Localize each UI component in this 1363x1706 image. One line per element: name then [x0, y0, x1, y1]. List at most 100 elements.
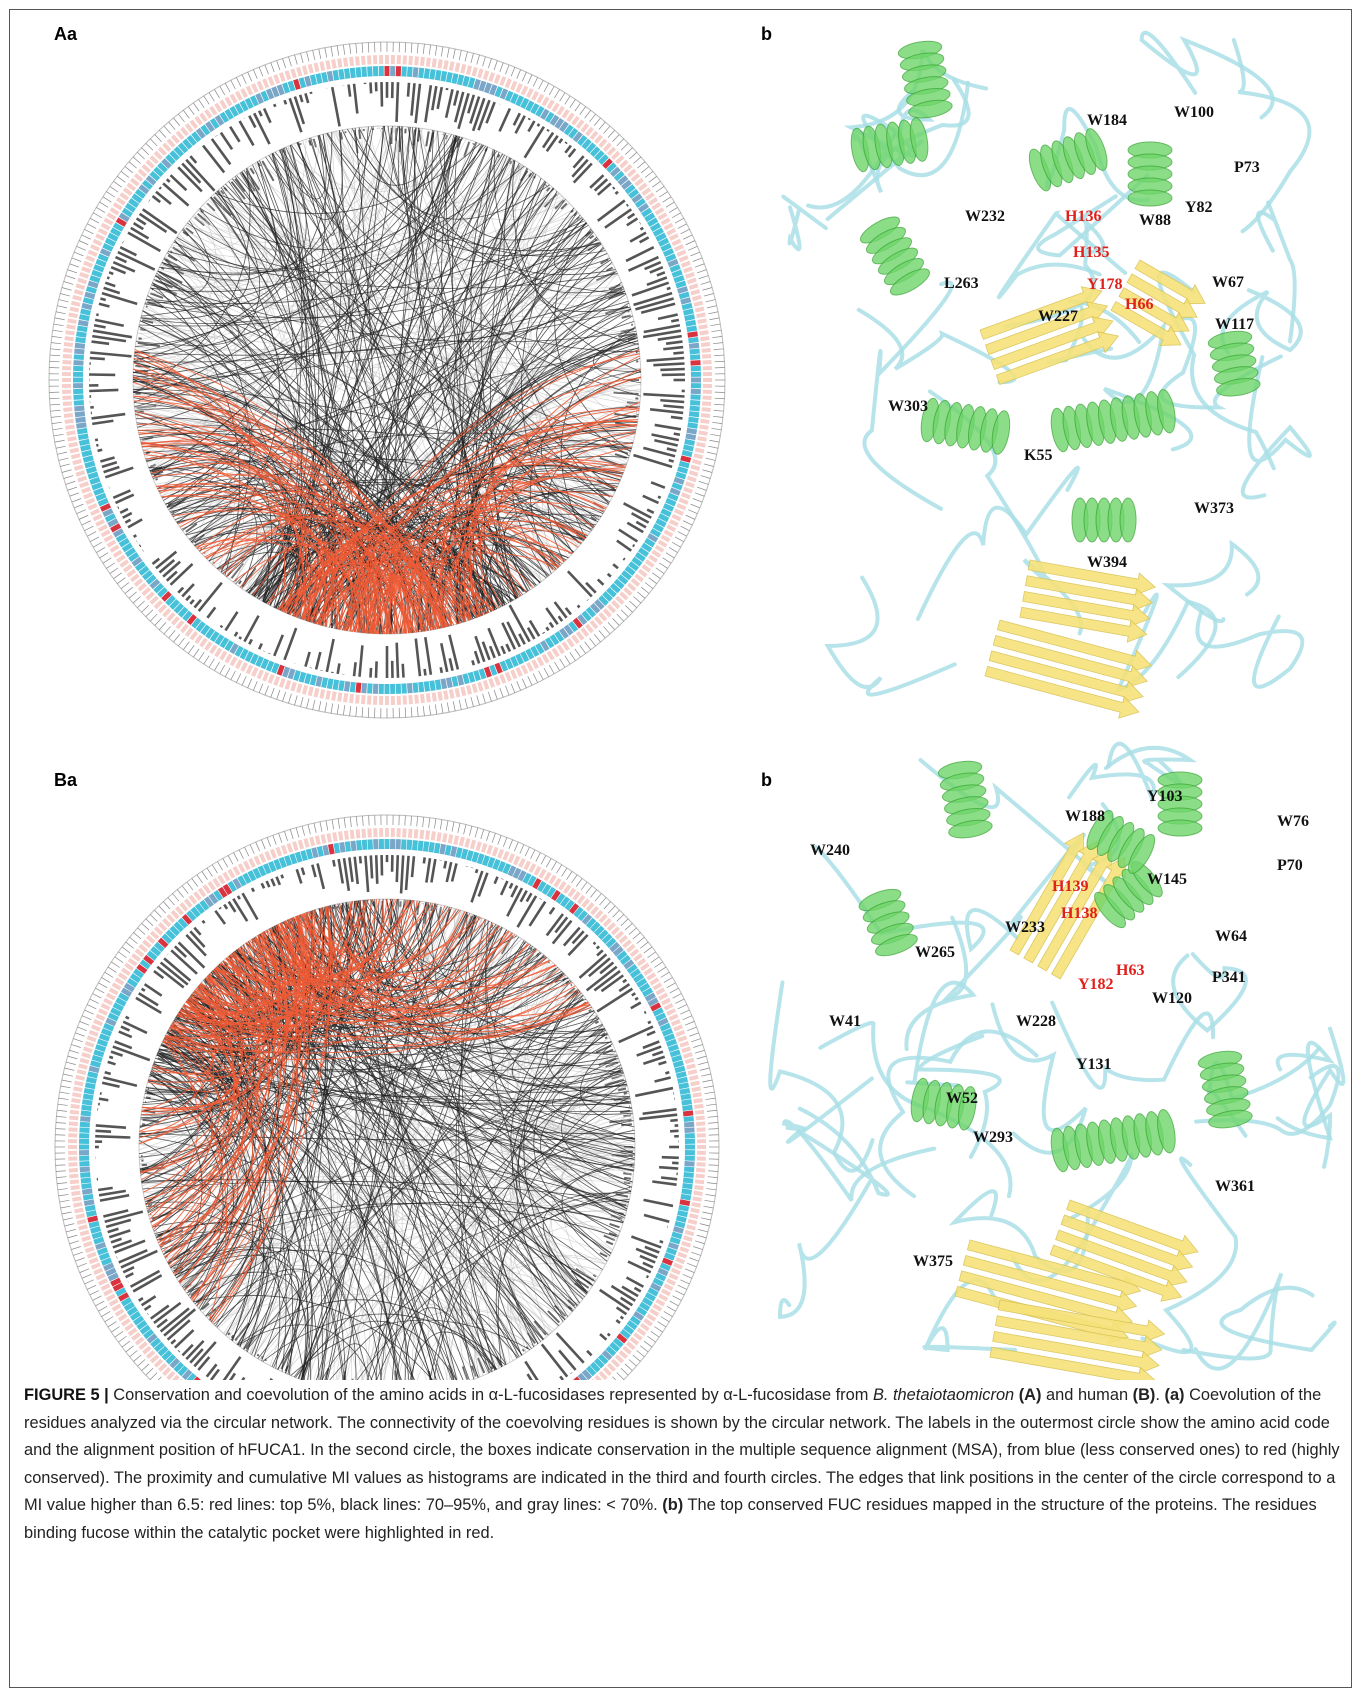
conservation-box [75, 345, 85, 346]
label-tick [105, 972, 114, 977]
coevolution-edge [336, 131, 637, 334]
label-tick [713, 416, 723, 417]
histogram-bar [220, 908, 221, 909]
histogram-bar [627, 205, 628, 206]
pink-box [340, 831, 341, 840]
label-tick [465, 52, 467, 62]
conservation-box [90, 479, 99, 482]
histogram-bar [472, 660, 473, 665]
label-tick [629, 152, 636, 159]
histogram-bar [94, 325, 106, 327]
pink-box [357, 695, 358, 704]
label-tick [350, 706, 351, 716]
loop [1197, 612, 1302, 687]
conservation-box [76, 419, 86, 420]
label-tick [471, 697, 474, 707]
label-tick [698, 1229, 708, 1232]
conservation-box [465, 76, 468, 86]
conservation-box [542, 110, 547, 119]
pink-box [99, 230, 107, 234]
residue-label: W394 [1087, 554, 1127, 571]
histogram-bar [262, 883, 264, 888]
histogram-bar [608, 574, 611, 577]
conservation-box [675, 1223, 685, 1226]
label-tick [711, 428, 721, 429]
conservation-box [237, 647, 242, 656]
pink-box [439, 59, 440, 68]
label-tick [575, 103, 581, 111]
conservation-box [515, 869, 519, 878]
pink-box [648, 1315, 656, 1320]
histogram-bar [153, 196, 161, 202]
pink-box [93, 516, 101, 520]
label-tick [667, 1306, 676, 1311]
label-tick [487, 831, 490, 841]
label-tick [546, 858, 551, 867]
pink-box [66, 332, 75, 333]
pink-box [563, 110, 568, 117]
histogram-bar [468, 95, 474, 113]
histogram-bar [95, 440, 98, 441]
conservation-box [78, 436, 88, 438]
pink-box [587, 128, 593, 135]
pink-box [101, 1285, 109, 1289]
pink-box [255, 856, 259, 864]
histogram-bar [438, 87, 442, 109]
conservation-box [649, 1000, 658, 1005]
histogram-bar [578, 605, 580, 607]
pink-box [84, 1048, 93, 1051]
label-tick [58, 1104, 68, 1105]
pink-box [129, 1329, 136, 1334]
pink-box [68, 438, 77, 440]
label-tick [108, 1322, 116, 1327]
conservation-box [691, 363, 701, 364]
conservation-box [661, 1265, 670, 1269]
histogram-bar [670, 1120, 677, 1121]
label-tick [77, 1263, 86, 1267]
label-tick [103, 197, 111, 202]
conservation-box [242, 650, 247, 659]
label-tick [173, 634, 179, 642]
label-tick [90, 999, 99, 1003]
label-tick [178, 114, 184, 122]
conservation-box [415, 67, 416, 77]
label-tick [681, 229, 690, 233]
pink-box [510, 854, 514, 862]
pink-box [216, 649, 221, 657]
conservation-box [268, 661, 272, 670]
label-tick [522, 679, 526, 688]
label-tick [710, 324, 720, 326]
conservation-box [120, 215, 129, 220]
label-tick [164, 626, 171, 634]
figure-caption: FIGURE 5 | Conservation and coevolution … [24, 1382, 1340, 1547]
conservation-box [111, 1010, 120, 1014]
conservation-box [666, 500, 675, 504]
histogram-bar [190, 931, 204, 947]
label-tick [193, 649, 199, 657]
label-tick [708, 1122, 718, 1123]
label-tick [704, 1206, 714, 1208]
label-tick [670, 1301, 679, 1306]
histogram-bar [235, 632, 237, 636]
pink-box [696, 1176, 705, 1177]
pink-box [682, 1243, 691, 1246]
conservation-box [459, 675, 461, 685]
pink-box [656, 1300, 664, 1304]
histogram-bar [426, 131, 428, 146]
histogram-bar [163, 562, 180, 577]
histogram-bar [660, 1241, 663, 1242]
pink-box [667, 526, 675, 530]
label-tick [95, 988, 104, 993]
pink-box [199, 889, 204, 896]
label-tick [701, 1074, 711, 1076]
conservation-box [120, 540, 129, 545]
conservation-box [654, 1010, 663, 1014]
label-tick [656, 568, 664, 574]
label-tick [100, 202, 109, 207]
conservation-box [481, 81, 484, 91]
label-tick [350, 44, 351, 54]
label-tick [62, 288, 72, 291]
label-tick [68, 1235, 78, 1238]
label-tick [87, 532, 96, 537]
conservation-box [81, 447, 91, 449]
